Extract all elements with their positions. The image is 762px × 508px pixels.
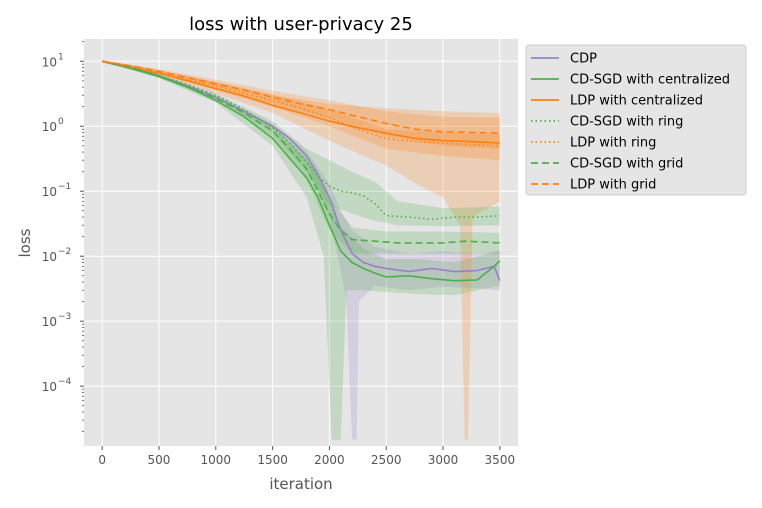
y-tick-exponent: −2 — [58, 247, 71, 257]
series-line — [102, 60, 501, 282]
series-line — [102, 60, 500, 221]
y-axis-label: loss — [16, 228, 34, 257]
legend-label: LDP with grid — [570, 178, 656, 193]
y-tick-label: 10 — [42, 250, 57, 264]
series-line — [102, 60, 500, 244]
series-line — [102, 60, 500, 134]
y-tick-exponent: −3 — [58, 312, 71, 322]
legend-label: LDP with ring — [570, 136, 656, 151]
y-tick-exponent: 1 — [58, 52, 64, 62]
x-tick-label: 3000 — [428, 453, 459, 467]
y-tick-exponent: 0 — [58, 117, 64, 127]
y-tick-label: 10 — [42, 185, 57, 199]
x-axis-ticks: 0 500 1000 1500 2000 2500 3000 3500 — [98, 446, 515, 467]
series-line — [102, 60, 500, 147]
legend: CDP CD-SGD with centralized LDP with centr… — [525, 44, 747, 196]
series-lines — [102, 60, 501, 282]
x-tick-label: 0 — [98, 453, 106, 467]
legend-box — [525, 44, 747, 196]
y-tick-exponent: −1 — [58, 182, 71, 192]
legend-label: CDP — [570, 52, 597, 67]
y-tick-label: 10 — [42, 380, 57, 394]
y-tick-exponent: −4 — [58, 377, 72, 387]
plot-background — [84, 39, 518, 446]
legend-label: CD-SGD with ring — [570, 115, 683, 130]
x-tick-label: 1000 — [201, 453, 232, 467]
legend-label: CD-SGD with centralized — [570, 73, 730, 88]
x-tick-label: 2500 — [371, 453, 402, 467]
y-tick-label: 10 — [42, 120, 57, 134]
series-line — [102, 60, 500, 144]
x-tick-label: 3500 — [485, 453, 516, 467]
legend-label: LDP with centralized — [570, 94, 703, 109]
y-tick-label: 10 — [42, 315, 57, 329]
legend-label: CD-SGD with grid — [570, 157, 683, 172]
x-tick-label: 1500 — [257, 453, 288, 467]
chart-title: loss with user-privacy 25 — [189, 14, 413, 35]
x-axis-label: iteration — [269, 475, 332, 493]
x-tick-label: 2000 — [314, 453, 345, 467]
x-tick-label: 500 — [148, 453, 171, 467]
confidence-band — [102, 60, 500, 254]
y-tick-label: 10 — [42, 55, 57, 69]
confidence-band — [102, 60, 500, 227]
confidence-band — [102, 59, 500, 440]
grid-lines — [84, 39, 518, 446]
